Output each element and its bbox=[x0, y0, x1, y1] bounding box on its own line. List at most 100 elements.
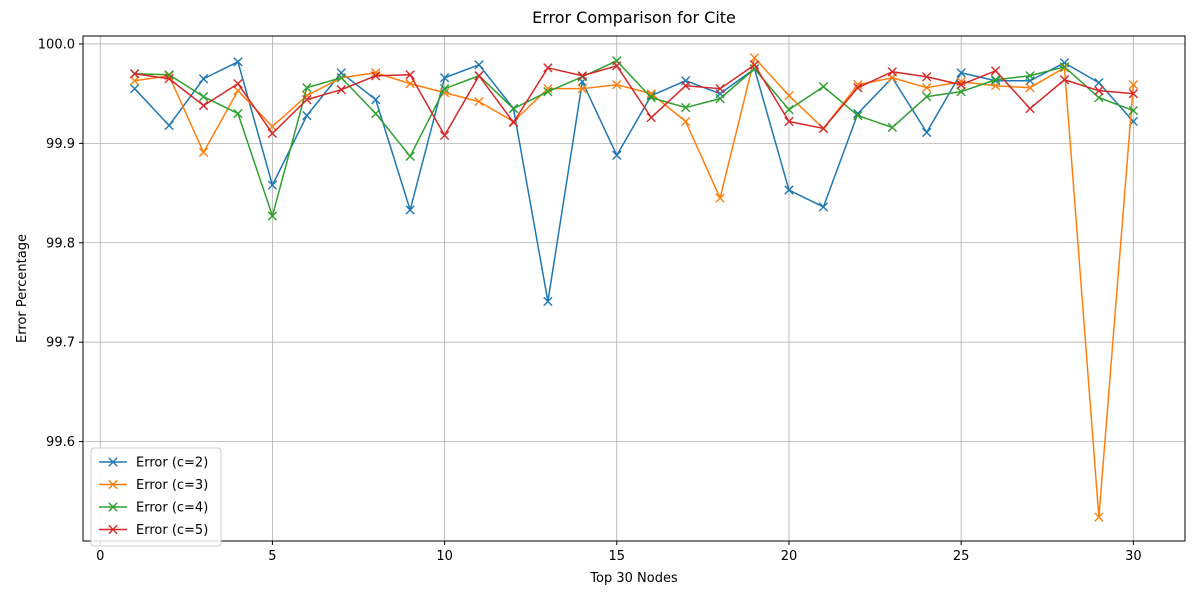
data-point-marker bbox=[543, 63, 553, 73]
data-point-marker bbox=[956, 80, 966, 90]
data-point-marker bbox=[543, 83, 553, 94]
marker-stroke bbox=[543, 63, 553, 73]
legend-marker-stroke bbox=[108, 479, 118, 490]
series-line bbox=[134, 64, 1134, 137]
series-3 bbox=[129, 56, 1139, 221]
marker-stroke bbox=[543, 83, 553, 94]
marker-stroke bbox=[1094, 92, 1104, 103]
marker-stroke bbox=[198, 74, 209, 84]
data-point-marker bbox=[164, 74, 174, 84]
data-point-marker bbox=[784, 116, 794, 127]
data-point-marker bbox=[990, 75, 1001, 85]
marker-stroke bbox=[233, 108, 243, 119]
legend-item: Error (c=5) bbox=[99, 523, 208, 538]
marker-stroke bbox=[922, 72, 932, 82]
data-point-marker bbox=[887, 67, 897, 77]
data-point-marker bbox=[577, 71, 588, 81]
marker-stroke bbox=[439, 83, 450, 94]
data-point-marker bbox=[922, 82, 932, 93]
data-point-marker bbox=[405, 70, 415, 80]
data-point-marker bbox=[371, 108, 381, 119]
marker-stroke bbox=[715, 83, 725, 94]
marker-stroke bbox=[267, 128, 278, 139]
data-point-marker bbox=[267, 211, 278, 221]
marker-stroke bbox=[198, 147, 209, 158]
data-point-marker bbox=[1128, 88, 1139, 99]
y-tick-label: 99.6 bbox=[46, 435, 75, 450]
marker-stroke bbox=[818, 82, 829, 92]
marker-stroke bbox=[1128, 80, 1139, 90]
data-point-marker bbox=[233, 79, 243, 89]
data-point-marker bbox=[1094, 78, 1104, 88]
data-point-marker bbox=[922, 127, 932, 138]
data-point-marker bbox=[715, 83, 725, 94]
marker-stroke bbox=[887, 122, 897, 133]
marker-stroke bbox=[508, 103, 519, 114]
series-line bbox=[134, 60, 1134, 217]
data-point-marker bbox=[1059, 62, 1070, 72]
marker-stroke bbox=[233, 79, 243, 89]
marker-stroke bbox=[129, 83, 140, 94]
marker-stroke bbox=[371, 68, 381, 78]
legend: Error (c=2) Error (c=3) Error (c=4) Error (… bbox=[90, 447, 222, 547]
marker-stroke bbox=[715, 193, 725, 203]
data-point-marker bbox=[198, 147, 209, 158]
marker-stroke bbox=[577, 72, 588, 82]
marker-stroke bbox=[956, 80, 966, 90]
data-point-marker bbox=[302, 110, 312, 121]
marker-stroke bbox=[1094, 85, 1104, 96]
marker-stroke bbox=[474, 60, 484, 70]
x-tick-label: 5 bbox=[268, 549, 276, 564]
marker-stroke bbox=[129, 76, 140, 86]
marker-stroke bbox=[646, 88, 656, 99]
marker-stroke bbox=[749, 60, 760, 70]
data-point-marker bbox=[439, 130, 450, 141]
marker-stroke bbox=[1059, 75, 1070, 85]
marker-stroke bbox=[267, 180, 278, 190]
marker-stroke bbox=[990, 66, 1001, 76]
data-point-marker bbox=[474, 60, 484, 70]
data-point-marker bbox=[749, 53, 760, 63]
marker-stroke bbox=[680, 116, 691, 127]
marker-stroke bbox=[198, 91, 209, 102]
data-point-marker bbox=[371, 71, 381, 81]
marker-stroke bbox=[680, 81, 691, 91]
marker-stroke bbox=[646, 92, 656, 103]
marker-stroke bbox=[1059, 62, 1070, 72]
data-point-marker bbox=[474, 71, 484, 81]
data-point-marker bbox=[336, 84, 346, 95]
y-tick-label: 99.8 bbox=[46, 236, 75, 251]
data-point-marker bbox=[336, 73, 346, 83]
data-point-marker bbox=[1128, 105, 1139, 116]
marker-stroke bbox=[715, 93, 725, 104]
data-point-marker bbox=[853, 82, 863, 93]
legend-item: Error (c=2) bbox=[99, 456, 208, 471]
marker-stroke bbox=[371, 94, 381, 105]
data-point-marker bbox=[612, 80, 622, 90]
series-group bbox=[129, 53, 1139, 522]
x-tick-label: 20 bbox=[781, 549, 798, 564]
series-4 bbox=[129, 60, 1139, 141]
legend-label: Error (c=5) bbox=[136, 523, 208, 538]
marker-stroke bbox=[887, 67, 897, 77]
legend-item: Error (c=3) bbox=[99, 478, 208, 493]
marker-stroke bbox=[922, 91, 932, 102]
marker-stroke bbox=[1025, 82, 1035, 93]
data-point-marker bbox=[646, 88, 656, 99]
data-point-marker bbox=[129, 69, 140, 79]
marker-stroke bbox=[853, 80, 863, 90]
data-point-marker bbox=[198, 91, 209, 102]
marker-stroke bbox=[129, 69, 140, 79]
grid bbox=[83, 36, 1185, 541]
data-point-marker bbox=[784, 104, 794, 115]
data-point-marker bbox=[302, 94, 312, 105]
x-axis-label: Top 30 Nodes bbox=[589, 571, 678, 586]
marker-stroke bbox=[612, 61, 622, 71]
marker-stroke bbox=[336, 73, 346, 83]
marker-stroke bbox=[371, 108, 381, 119]
marker-stroke bbox=[474, 96, 484, 107]
marker-stroke bbox=[1094, 78, 1104, 88]
legend-label: Error (c=3) bbox=[136, 478, 208, 493]
